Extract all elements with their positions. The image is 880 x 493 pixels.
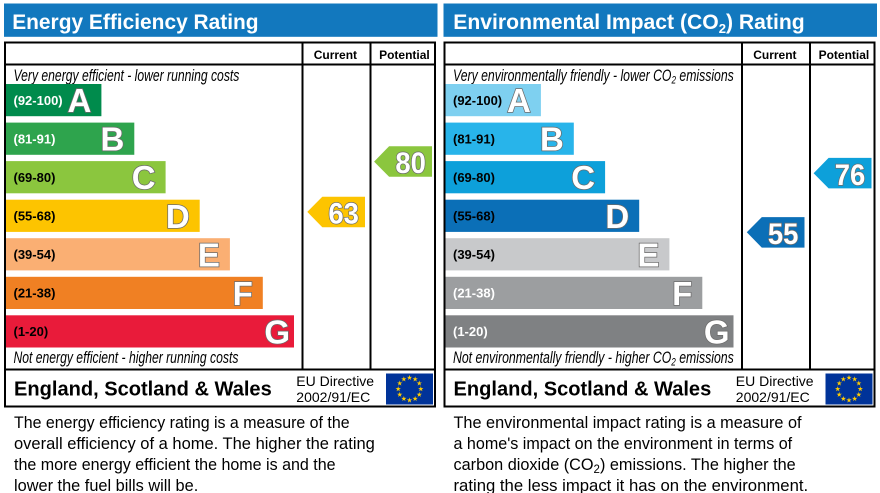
svg-text:(69-80): (69-80)	[14, 170, 56, 185]
svg-text:The environmental impact ratin: The environmental impact rating is a mea…	[454, 413, 802, 432]
svg-text:F: F	[233, 275, 253, 312]
svg-text:the more energy efficient the: the more energy efficient the home is an…	[14, 455, 336, 475]
svg-text:C: C	[132, 159, 156, 196]
svg-text:E: E	[198, 236, 220, 273]
svg-text:overall efficiency of a home.: overall efficiency of a home. The higher…	[14, 434, 375, 453]
svg-text:Current: Current	[314, 48, 357, 62]
svg-text:(55-68): (55-68)	[14, 209, 56, 224]
svg-text:(39-54): (39-54)	[453, 247, 495, 262]
svg-text:(81-91): (81-91)	[14, 132, 56, 147]
svg-text:(69-80): (69-80)	[453, 170, 495, 185]
svg-text:EU Directive: EU Directive	[736, 373, 814, 389]
svg-text:D: D	[166, 198, 190, 235]
svg-text:lower the fuel bills will be.: lower the fuel bills will be.	[14, 476, 198, 493]
svg-text:80: 80	[395, 147, 426, 180]
svg-text:D: D	[605, 198, 629, 235]
svg-text:F: F	[672, 275, 692, 312]
svg-text:(92-100): (92-100)	[453, 93, 502, 108]
svg-text:(81-91): (81-91)	[453, 132, 495, 147]
svg-text:(55-68): (55-68)	[453, 209, 495, 224]
svg-text:55: 55	[768, 218, 799, 251]
svg-text:carbon dioxide (CO2) emissions: carbon dioxide (CO2) emissions. The high…	[454, 455, 796, 476]
svg-text:England, Scotland & Wales: England, Scotland & Wales	[14, 378, 272, 400]
svg-text:Not energy efficient - higher: Not energy efficient - higher running co…	[14, 349, 239, 367]
svg-text:rating the less impact it has: rating the less impact it has on the env…	[454, 476, 809, 493]
svg-text:Energy Efficiency Rating: Energy Efficiency Rating	[12, 11, 258, 34]
svg-text:Very energy efficient - lower: Very energy efficient - lower running co…	[14, 67, 240, 85]
svg-text:2002/91/EC: 2002/91/EC	[736, 389, 810, 405]
svg-text:Not environmentally friendly -: Not environmentally friendly - higher CO…	[453, 349, 734, 369]
svg-text:Environmental Impact (CO2) Rat: Environmental Impact (CO2) Rating	[453, 11, 804, 36]
svg-text:England, Scotland & Wales: England, Scotland & Wales	[454, 378, 712, 400]
svg-text:(1-20): (1-20)	[453, 324, 488, 339]
svg-text:G: G	[704, 313, 730, 350]
svg-text:B: B	[100, 121, 124, 158]
svg-text:(39-54): (39-54)	[14, 247, 56, 262]
svg-text:a home's impact on the environ: a home's impact on the environment in te…	[454, 434, 793, 454]
svg-text:E: E	[637, 236, 659, 273]
svg-text:(21-38): (21-38)	[14, 286, 56, 301]
svg-text:EU Directive: EU Directive	[296, 373, 374, 389]
svg-text:G: G	[264, 313, 290, 350]
svg-text:A: A	[507, 82, 531, 119]
svg-text:(1-20): (1-20)	[14, 324, 49, 339]
svg-text:76: 76	[835, 159, 866, 192]
svg-text:The energy efficiency rating i: The energy efficiency rating is a measur…	[14, 414, 350, 433]
svg-text:Very environmentally friendly: Very environmentally friendly - lower CO…	[453, 67, 734, 87]
svg-text:Current: Current	[753, 48, 796, 62]
svg-text:2002/91/EC: 2002/91/EC	[296, 389, 370, 405]
svg-text:A: A	[68, 82, 92, 119]
svg-text:63: 63	[328, 198, 359, 231]
svg-text:Potential: Potential	[819, 48, 870, 62]
svg-text:(21-38): (21-38)	[453, 286, 495, 301]
svg-text:Potential: Potential	[379, 48, 430, 62]
svg-text:(92-100): (92-100)	[14, 93, 63, 108]
svg-text:B: B	[540, 121, 564, 158]
svg-text:C: C	[571, 159, 595, 196]
